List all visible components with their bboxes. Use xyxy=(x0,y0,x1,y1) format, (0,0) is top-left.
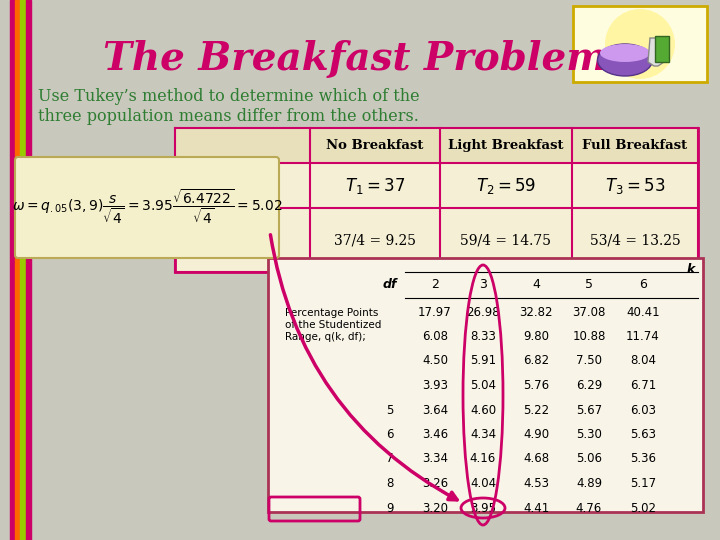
Text: 5.67: 5.67 xyxy=(576,403,602,416)
Text: 3.64: 3.64 xyxy=(422,403,448,416)
Bar xyxy=(26,0,31,540)
Text: 6: 6 xyxy=(639,279,647,292)
Text: $\omega = q_{.05}(3,9)\dfrac{s}{\sqrt{4}} = 3.95\dfrac{\sqrt{6.4722}}{\sqrt{4}} : $\omega = q_{.05}(3,9)\dfrac{s}{\sqrt{4}… xyxy=(12,188,282,226)
Text: 37/4 = 9.25: 37/4 = 9.25 xyxy=(334,233,416,247)
Text: 9: 9 xyxy=(386,502,394,515)
Text: 5: 5 xyxy=(387,403,394,416)
Text: Means: Means xyxy=(216,233,268,247)
Text: 6.82: 6.82 xyxy=(523,354,549,368)
Text: 4.34: 4.34 xyxy=(470,428,496,441)
Text: 6.08: 6.08 xyxy=(422,330,448,343)
Ellipse shape xyxy=(598,44,652,76)
Text: 8.04: 8.04 xyxy=(630,354,656,368)
Text: Use Tukey’s method to determine which of the
three population means differ from : Use Tukey’s method to determine which of… xyxy=(38,88,420,125)
Text: No Breakfast: No Breakfast xyxy=(326,139,423,152)
Text: 6.29: 6.29 xyxy=(576,379,602,392)
Bar xyxy=(175,128,698,272)
Text: 11.74: 11.74 xyxy=(626,330,660,343)
Text: 10.88: 10.88 xyxy=(572,330,606,343)
Text: 4.90: 4.90 xyxy=(523,428,549,441)
Text: 6: 6 xyxy=(386,428,394,441)
Text: 37.08: 37.08 xyxy=(572,306,606,319)
Text: 4.04: 4.04 xyxy=(470,477,496,490)
Text: 6.03: 6.03 xyxy=(630,403,656,416)
Text: 5.30: 5.30 xyxy=(576,428,602,441)
Text: Light Breakfast: Light Breakfast xyxy=(449,139,564,152)
Text: 4.68: 4.68 xyxy=(523,453,549,465)
Text: 7.50: 7.50 xyxy=(576,354,602,368)
Text: The Breakfast Problem: The Breakfast Problem xyxy=(103,40,607,78)
Text: 5.02: 5.02 xyxy=(630,502,656,515)
Text: 3: 3 xyxy=(479,279,487,292)
Text: 59/4 = 14.75: 59/4 = 14.75 xyxy=(461,233,552,247)
Text: 8: 8 xyxy=(387,477,394,490)
Text: 4.41: 4.41 xyxy=(523,502,549,515)
Text: 7: 7 xyxy=(386,453,394,465)
Text: 9.80: 9.80 xyxy=(523,330,549,343)
Text: 3.34: 3.34 xyxy=(422,453,448,465)
Bar xyxy=(655,36,669,62)
Text: 4.76: 4.76 xyxy=(576,502,602,515)
Text: 5.22: 5.22 xyxy=(523,403,549,416)
Text: $T_3 = 53$: $T_3 = 53$ xyxy=(605,176,665,195)
Text: 8.33: 8.33 xyxy=(470,330,496,343)
Text: 17.97: 17.97 xyxy=(418,306,452,319)
Text: 4.89: 4.89 xyxy=(576,477,602,490)
Bar xyxy=(10,0,15,540)
Text: 3.26: 3.26 xyxy=(422,477,448,490)
Text: 5.91: 5.91 xyxy=(470,354,496,368)
Text: 4.16: 4.16 xyxy=(470,453,496,465)
Text: Percentage Points
of the Studentized
Range, q(k, df);: Percentage Points of the Studentized Ran… xyxy=(285,308,382,342)
Circle shape xyxy=(605,9,675,79)
Text: 2: 2 xyxy=(431,279,439,292)
Text: 5.17: 5.17 xyxy=(630,477,656,490)
Text: 40.41: 40.41 xyxy=(626,306,660,319)
Text: 4.53: 4.53 xyxy=(523,477,549,490)
Ellipse shape xyxy=(600,44,650,62)
Text: 4.60: 4.60 xyxy=(470,403,496,416)
Text: 5: 5 xyxy=(585,279,593,292)
Text: 5.06: 5.06 xyxy=(576,453,602,465)
Text: 4.50: 4.50 xyxy=(422,354,448,368)
Text: 3.46: 3.46 xyxy=(422,428,448,441)
Bar xyxy=(15,0,20,540)
Text: 5.36: 5.36 xyxy=(630,453,656,465)
Text: 5.63: 5.63 xyxy=(630,428,656,441)
FancyBboxPatch shape xyxy=(15,157,279,258)
Text: Full Breakfast: Full Breakfast xyxy=(582,139,688,152)
Text: 3.20: 3.20 xyxy=(422,502,448,515)
Bar xyxy=(268,258,703,512)
FancyBboxPatch shape xyxy=(573,6,707,82)
Text: 26.98: 26.98 xyxy=(466,306,500,319)
Text: 3.93: 3.93 xyxy=(422,379,448,392)
Bar xyxy=(175,128,698,163)
Text: 5.04: 5.04 xyxy=(470,379,496,392)
Text: k: k xyxy=(687,263,695,276)
Polygon shape xyxy=(648,38,664,66)
Text: 4: 4 xyxy=(532,279,540,292)
Text: df: df xyxy=(383,279,397,292)
Text: 32.82: 32.82 xyxy=(519,306,553,319)
Bar xyxy=(20,0,26,540)
Text: 6.71: 6.71 xyxy=(630,379,656,392)
Text: $T_1 = 37$: $T_1 = 37$ xyxy=(345,176,405,195)
Text: $T_2 = 59$: $T_2 = 59$ xyxy=(476,176,536,195)
Text: 5.76: 5.76 xyxy=(523,379,549,392)
Text: 53/4 = 13.25: 53/4 = 13.25 xyxy=(590,233,680,247)
Text: 3.95: 3.95 xyxy=(470,502,496,515)
